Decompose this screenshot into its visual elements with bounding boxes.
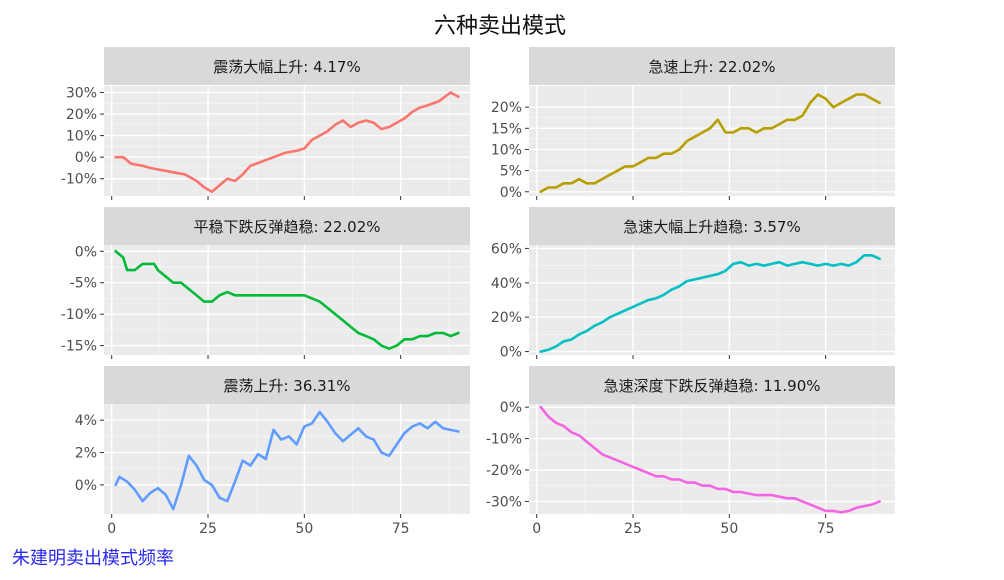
series-line — [114, 250, 460, 350]
y-tick-label: 40% — [491, 276, 522, 292]
series-line — [539, 93, 881, 194]
panel-background — [104, 245, 470, 355]
frequency-caption: 朱建明卖出模式频率 — [12, 548, 174, 569]
facet-panel-4: 急速大幅上升趋稳: 3.57% 60% 40% 20% 0% — [491, 207, 895, 361]
facet-panel-2: 急速上升: 22.02% 20% 15% 10% 5% 0% — [491, 47, 895, 201]
series-line — [114, 410, 460, 511]
y-tick-label: 5% — [500, 164, 522, 180]
facet-title: 急速上升: 22.02% — [648, 58, 775, 76]
y-tick-label: -10% — [61, 307, 97, 323]
x-tick-label: 0 — [532, 521, 541, 537]
y-tick-label: 4% — [75, 413, 97, 429]
facet-panel-1: 震荡大幅上升: 4.17% 30% 20% 10% 0% -10% — [61, 47, 470, 200]
facet-strip — [529, 366, 895, 404]
facet-title: 震荡大幅上升: 4.17% — [213, 58, 360, 76]
y-tick-label: 0% — [75, 478, 97, 494]
x-tick-label: 50 — [720, 521, 738, 537]
facet-panel-6: 急速深度下跌反弹趋稳: 11.90% 0% -10% -20% -30% 0 25 50 75 — [486, 366, 895, 537]
x-tick-label: 0 — [107, 521, 116, 537]
y-tick-label: 0% — [500, 400, 522, 416]
facet-strip — [529, 207, 895, 245]
chart-title: 六种卖出模式 — [434, 14, 566, 39]
facet-strip — [104, 366, 470, 404]
y-tick-label: 20% — [491, 310, 522, 326]
y-tick-label: -10% — [61, 172, 97, 188]
y-tick-label: 0% — [75, 244, 97, 260]
y-tick-label: 0% — [500, 345, 522, 361]
y-tick-label: -30% — [486, 494, 522, 510]
x-tick-label: 75 — [817, 521, 835, 537]
series-line — [539, 254, 881, 353]
y-tick-label: -5% — [70, 276, 97, 292]
facet-strip — [104, 207, 470, 245]
y-tick-label: 30% — [66, 85, 97, 101]
y-tick-label: -15% — [61, 339, 97, 355]
x-tick-label: 50 — [295, 521, 313, 537]
series-line — [539, 405, 881, 514]
facet-title: 平稳下跌反弹趋稳: 22.02% — [193, 218, 380, 236]
y-tick-label: 20% — [66, 107, 97, 123]
x-tick-label: 25 — [624, 521, 642, 537]
facet-title: 急速深度下跌反弹趋稳: 11.90% — [603, 377, 820, 395]
y-tick-label: -10% — [486, 432, 522, 448]
facet-strip — [529, 47, 895, 85]
y-tick-label: 10% — [66, 129, 97, 145]
panel-background — [529, 86, 895, 196]
facet-title: 震荡上升: 36.31% — [223, 377, 350, 395]
panel-grid: 震荡大幅上升: 4.17% 30% 20% 10% 0% -10% 急速上升: 22.02%… — [61, 47, 895, 537]
y-tick-label: 20% — [491, 100, 522, 116]
panel-background — [529, 404, 895, 514]
facet-panel-5: 震荡上升: 36.31% 4% 2% 0% 0 25 50 75 — [75, 366, 470, 537]
y-tick-label: 10% — [491, 142, 522, 158]
panel-background — [104, 86, 470, 196]
y-tick-label: 15% — [491, 121, 522, 137]
series-line — [114, 91, 460, 193]
y-tick-label: 2% — [75, 446, 97, 462]
facet-panel-3: 平稳下跌反弹趋稳: 22.02% 0% -5% -10% -15% — [61, 207, 470, 359]
y-tick-label: 0% — [500, 185, 522, 201]
facet-strip — [104, 47, 470, 85]
y-tick-label: 60% — [491, 241, 522, 257]
y-tick-label: -20% — [486, 463, 522, 479]
x-tick-label: 75 — [392, 521, 410, 537]
x-tick-label: 25 — [199, 521, 217, 537]
y-tick-label: 0% — [75, 150, 97, 166]
facet-title: 急速大幅上升趋稳: 3.57% — [623, 218, 800, 236]
